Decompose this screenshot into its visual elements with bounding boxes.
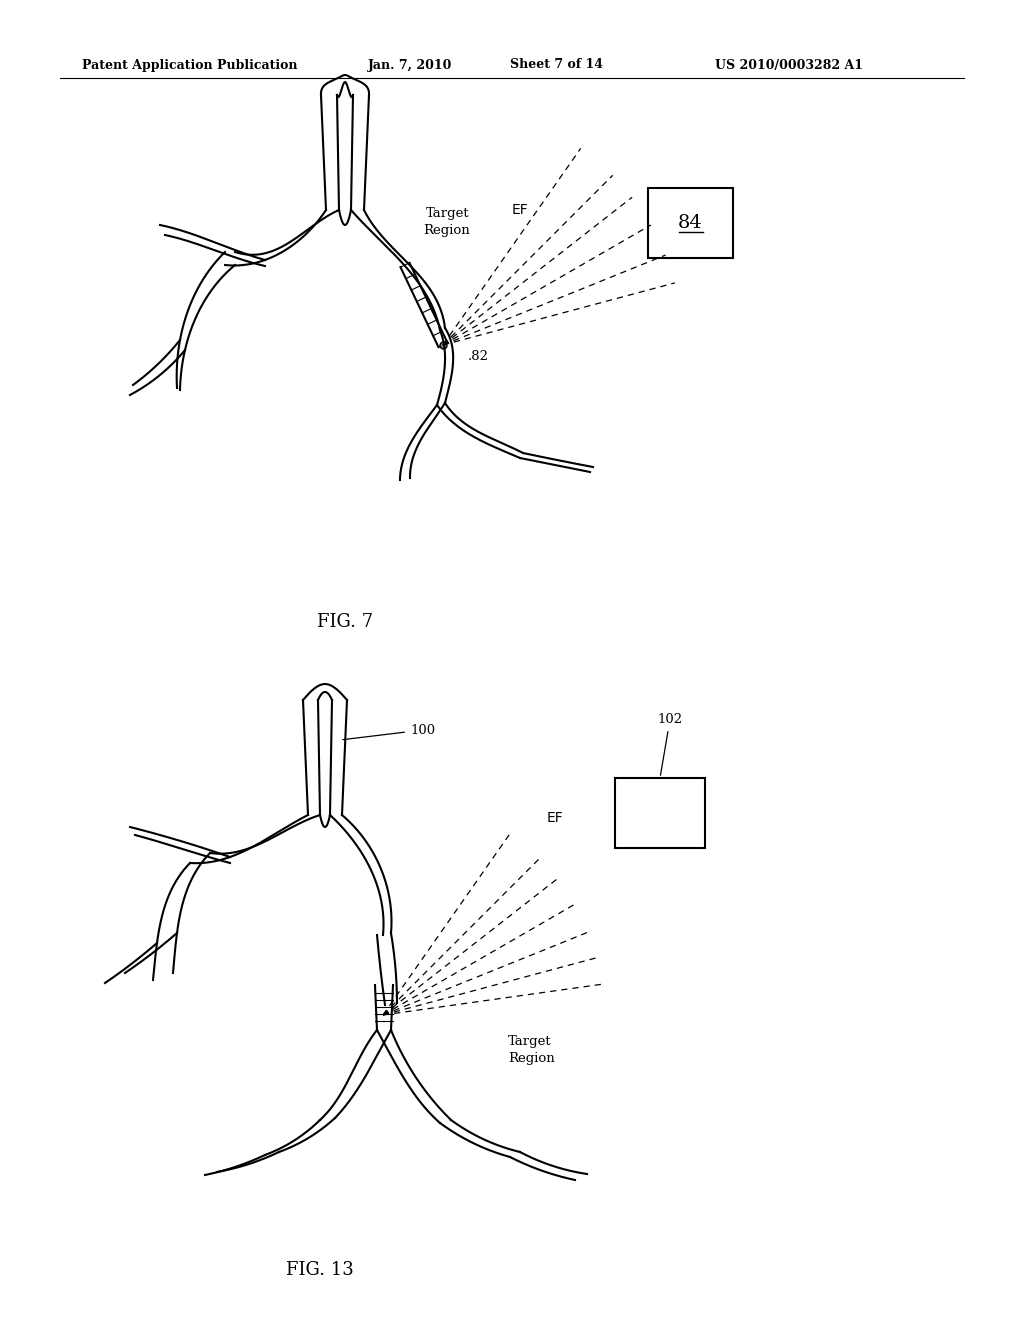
Text: Sheet 7 of 14: Sheet 7 of 14 (510, 58, 603, 71)
Text: Target
Region: Target Region (508, 1035, 555, 1065)
Text: Target
Region: Target Region (423, 207, 470, 238)
Bar (648, 187, 733, 257)
Text: Jan. 7, 2010: Jan. 7, 2010 (368, 58, 453, 71)
Text: FIG. 7: FIG. 7 (317, 612, 373, 631)
Text: 84: 84 (678, 214, 702, 232)
Text: EF: EF (547, 810, 563, 825)
Text: FIG. 13: FIG. 13 (286, 1261, 354, 1279)
Text: 102: 102 (657, 713, 683, 775)
Text: Patent Application Publication: Patent Application Publication (82, 58, 298, 71)
Text: 100: 100 (343, 723, 435, 739)
Text: US 2010/0003282 A1: US 2010/0003282 A1 (715, 58, 863, 71)
Bar (615, 777, 705, 847)
Text: .82: .82 (468, 351, 489, 363)
Text: EF: EF (512, 203, 528, 216)
